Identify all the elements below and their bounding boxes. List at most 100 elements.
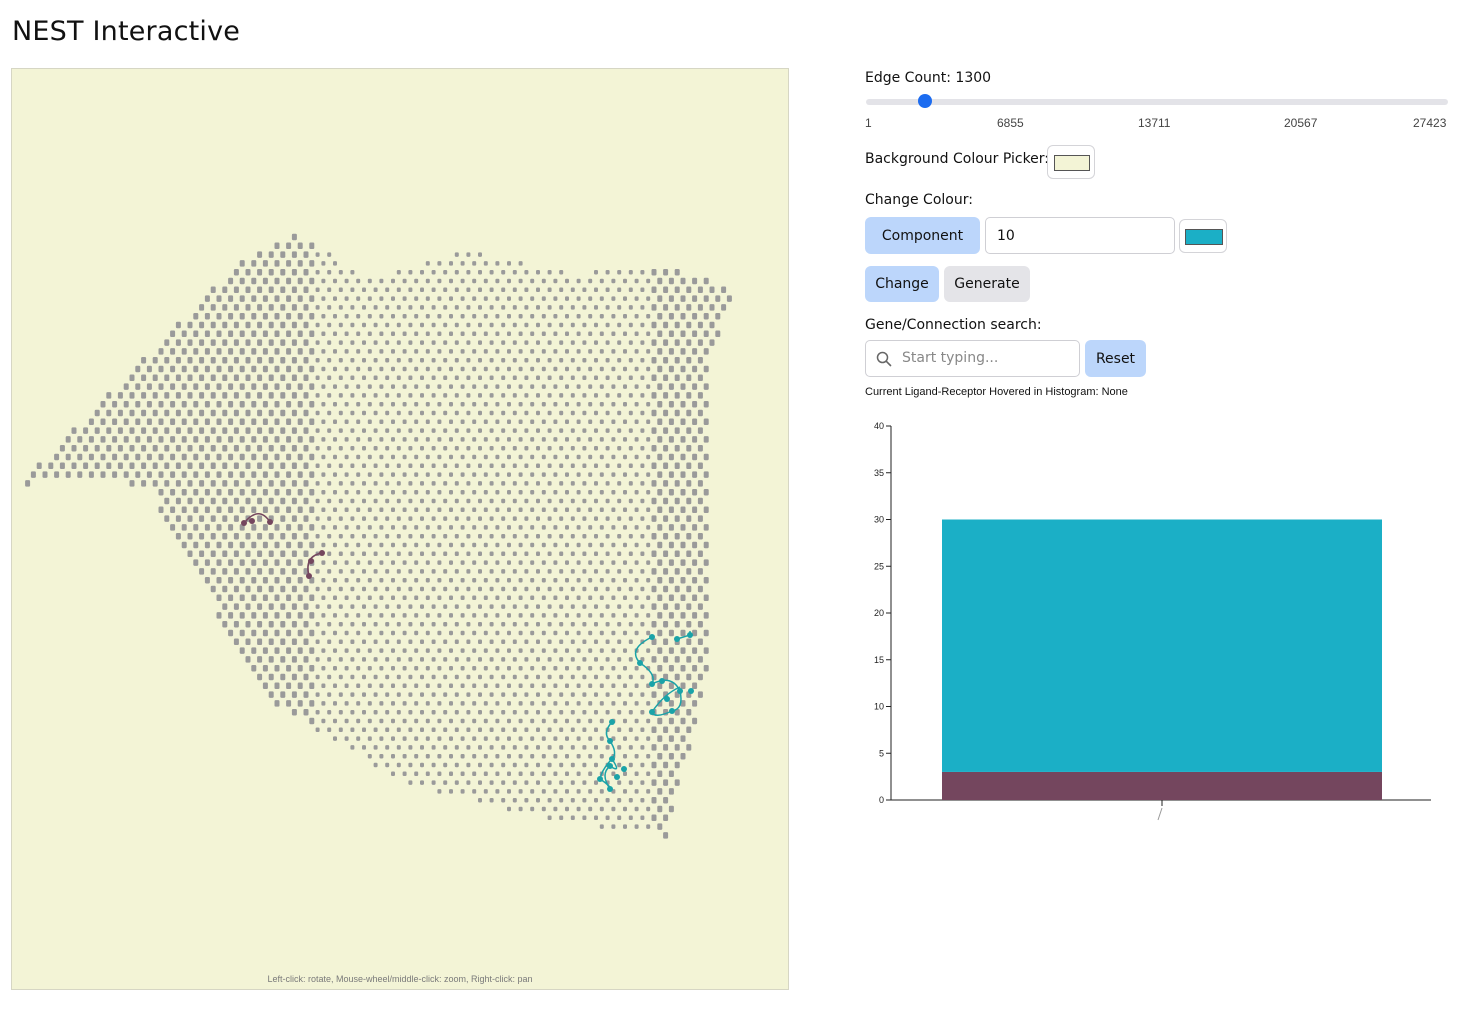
component-node[interactable] bbox=[664, 696, 670, 702]
tissue-spot bbox=[501, 551, 506, 557]
tissue-spot bbox=[611, 525, 616, 530]
tissue-spot bbox=[262, 576, 268, 584]
tissue-spot bbox=[611, 577, 616, 583]
histogram-bar-segment-2[interactable] bbox=[942, 519, 1382, 772]
component-node[interactable] bbox=[677, 688, 683, 694]
component-id-input[interactable]: 10 bbox=[985, 217, 1175, 254]
tissue-spot bbox=[338, 269, 343, 275]
tissue-spot bbox=[257, 392, 263, 399]
component-node[interactable] bbox=[609, 719, 615, 725]
tissue-spot bbox=[338, 375, 343, 381]
component-node[interactable] bbox=[659, 678, 665, 684]
component-node[interactable] bbox=[249, 518, 255, 524]
component-node[interactable] bbox=[669, 708, 675, 714]
component-purple[interactable] bbox=[241, 512, 325, 579]
tissue-spot bbox=[512, 393, 517, 398]
tissue-spot bbox=[495, 349, 500, 354]
tissue-spot bbox=[634, 296, 639, 301]
tissue-spot bbox=[576, 701, 581, 706]
tissue-spot bbox=[489, 287, 494, 293]
component-node[interactable] bbox=[607, 738, 613, 744]
tissue-spot bbox=[170, 436, 176, 443]
reset-button[interactable]: Reset bbox=[1085, 340, 1146, 377]
tissue-spot bbox=[530, 437, 535, 442]
tissue-spot bbox=[663, 356, 669, 364]
tissue-spot bbox=[367, 489, 372, 495]
tissue-spot bbox=[396, 692, 401, 697]
tissue-spot bbox=[373, 357, 378, 363]
tissue-spot bbox=[663, 304, 669, 311]
generate-button[interactable]: Generate bbox=[944, 266, 1030, 302]
change-button[interactable]: Change bbox=[865, 266, 939, 302]
tissue-spot bbox=[460, 454, 465, 460]
tissue-spot bbox=[553, 648, 558, 653]
tissue-spot bbox=[309, 647, 315, 654]
tissue-spot bbox=[251, 664, 257, 672]
component-node[interactable] bbox=[614, 774, 620, 780]
tissue-spot bbox=[628, 287, 633, 293]
component-node[interactable] bbox=[597, 776, 603, 782]
component-node[interactable] bbox=[649, 681, 655, 687]
tissue-spot bbox=[362, 674, 366, 680]
tissue-spot bbox=[385, 357, 390, 363]
component-node[interactable] bbox=[688, 688, 694, 694]
tissue-spot bbox=[646, 384, 651, 389]
edge-count-slider[interactable] bbox=[866, 99, 1448, 105]
tissue-spot bbox=[594, 569, 598, 574]
tissue-spot bbox=[321, 454, 326, 460]
background-colour-picker[interactable] bbox=[1047, 145, 1095, 179]
component-node[interactable] bbox=[306, 573, 312, 579]
component-node[interactable] bbox=[607, 763, 613, 769]
tissue-spot bbox=[402, 454, 407, 460]
tissue-spot bbox=[628, 745, 633, 750]
tissue-spot bbox=[199, 374, 205, 382]
tissue-spot bbox=[541, 789, 546, 794]
tissue-spot bbox=[692, 541, 698, 549]
gene-connection-search-input[interactable]: Start typing... bbox=[865, 340, 1080, 377]
component-node[interactable] bbox=[607, 786, 613, 792]
tissue-spot bbox=[495, 736, 500, 741]
tissue-spot bbox=[703, 330, 709, 338]
tissue-spot bbox=[356, 665, 361, 671]
component-node[interactable] bbox=[241, 520, 247, 526]
tissue-spot bbox=[222, 585, 228, 593]
component-node[interactable] bbox=[637, 660, 643, 666]
component-node[interactable] bbox=[267, 519, 273, 525]
tissue-spot bbox=[721, 286, 727, 294]
tissue-spot bbox=[228, 383, 234, 390]
tissue-scene[interactable] bbox=[12, 69, 789, 990]
tissue-spot bbox=[210, 532, 216, 540]
tissue-spot bbox=[309, 418, 315, 426]
tissue-spot bbox=[333, 665, 337, 671]
tissue-spot bbox=[646, 278, 651, 284]
component-node[interactable] bbox=[319, 550, 325, 556]
tissue-spot bbox=[396, 445, 401, 451]
tissue-spot bbox=[280, 656, 286, 663]
tissue-spot bbox=[303, 708, 309, 716]
component-node[interactable] bbox=[308, 558, 314, 564]
tissue-spot bbox=[414, 630, 419, 636]
histogram-bar-segment-1[interactable] bbox=[942, 771, 1382, 800]
tissue-spot bbox=[640, 463, 645, 469]
tissue-spot bbox=[536, 709, 540, 715]
tissue-spot bbox=[594, 410, 598, 416]
component-node[interactable] bbox=[609, 756, 615, 762]
edge-count-slider-thumb[interactable] bbox=[918, 94, 933, 108]
component-mode-button[interactable]: Component bbox=[865, 217, 980, 254]
tissue-spot bbox=[547, 410, 552, 416]
tissue-spot bbox=[483, 789, 488, 794]
tissue-spot bbox=[588, 560, 593, 565]
component-node[interactable] bbox=[621, 766, 627, 772]
tissue-spot bbox=[674, 480, 680, 487]
component-node[interactable] bbox=[674, 636, 680, 642]
component-colour-picker[interactable] bbox=[1179, 219, 1227, 253]
component-node[interactable] bbox=[649, 634, 655, 640]
component-node[interactable] bbox=[649, 709, 655, 715]
tissue-spot bbox=[536, 445, 540, 451]
tissue-spot bbox=[541, 718, 546, 724]
tissue-spot bbox=[501, 586, 506, 592]
component-teal[interactable] bbox=[597, 631, 694, 792]
tissue-3d-viewport[interactable]: Left-click: rotate, Mouse-wheel/middle-c… bbox=[11, 68, 789, 990]
component-node[interactable] bbox=[687, 632, 693, 638]
